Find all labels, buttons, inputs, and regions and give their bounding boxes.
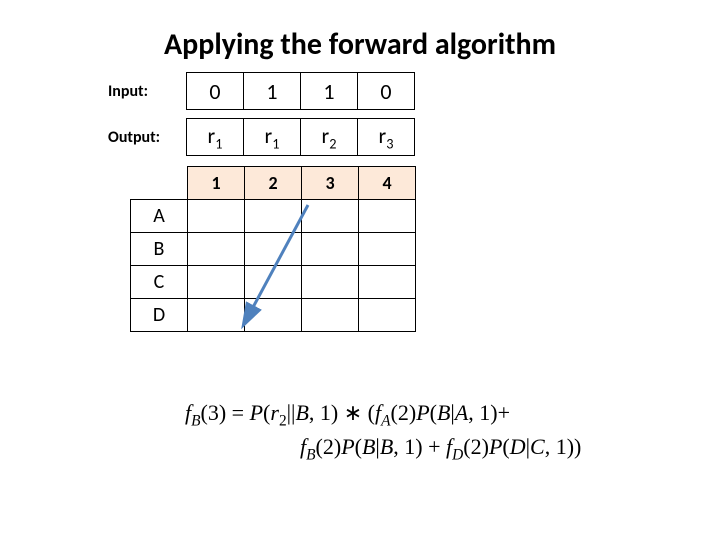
grid-cell	[359, 266, 416, 299]
grid-header: 2	[245, 167, 302, 200]
grid-cell	[245, 200, 302, 233]
input-row-table: 0 1 1 0	[186, 72, 415, 110]
output-label: Output:	[108, 128, 160, 147]
grid-header: 3	[302, 167, 359, 200]
grid-row-label: D	[131, 299, 188, 332]
table-row: C	[131, 266, 416, 299]
table-row: 1 2 3 4	[131, 167, 416, 200]
input-cell: 0	[187, 73, 244, 110]
table-row: D	[131, 299, 416, 332]
table-row: r1 r1 r2 r3	[187, 119, 415, 156]
input-cell: 1	[244, 73, 301, 110]
formula-line-1: fB(3) = P(r2||B, 1) ∗ (fA(2)P(B|A, 1)+	[185, 400, 510, 430]
grid-header: 1	[188, 167, 245, 200]
grid-header: 4	[359, 167, 416, 200]
output-cell: r1	[244, 119, 301, 156]
output-cell: r3	[358, 119, 415, 156]
table-row: B	[131, 233, 416, 266]
grid-cell	[245, 266, 302, 299]
grid-cell	[245, 233, 302, 266]
grid-cell	[359, 200, 416, 233]
grid-row-label: C	[131, 266, 188, 299]
table-row: 0 1 1 0	[187, 73, 415, 110]
grid-row-label: B	[131, 233, 188, 266]
input-cell: 0	[358, 73, 415, 110]
slide-title: Applying the forward algorithm	[0, 26, 720, 63]
grid-cell	[302, 266, 359, 299]
grid-cell	[302, 299, 359, 332]
formula-line-2: fB(2)P(B|B, 1) + fD(2)P(D|C, 1))	[300, 434, 581, 464]
grid-cell	[188, 200, 245, 233]
grid-cell	[188, 299, 245, 332]
output-row-table: r1 r1 r2 r3	[186, 118, 415, 156]
grid-cell	[359, 233, 416, 266]
grid-cell	[245, 299, 302, 332]
input-label: Input:	[108, 82, 148, 101]
grid-cell	[188, 233, 245, 266]
grid-cell	[302, 200, 359, 233]
grid-corner	[131, 167, 188, 200]
output-cell: r1	[187, 119, 244, 156]
grid-cell	[302, 233, 359, 266]
input-cell: 1	[301, 73, 358, 110]
table-row: A	[131, 200, 416, 233]
dp-grid-table: 1 2 3 4 A B C D	[130, 166, 416, 332]
grid-cell	[188, 266, 245, 299]
output-cell: r2	[301, 119, 358, 156]
grid-row-label: A	[131, 200, 188, 233]
grid-cell	[359, 299, 416, 332]
